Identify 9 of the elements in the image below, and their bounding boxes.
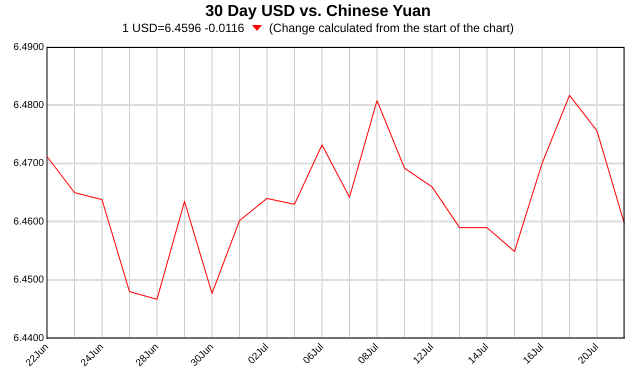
text: (Change calculated from the start of the chart) <box>269 21 514 35</box>
y-tick-label: 6.4900 <box>13 42 44 53</box>
y-tick-label: 6.4500 <box>13 274 44 286</box>
y-tick-label: 6.4700 <box>13 158 44 170</box>
chart-subtitle: 1 USD=6.4596 -0.0116 <box>122 21 244 35</box>
y-tick-label: 6.4600 <box>13 216 44 228</box>
y-tick-label: 6.4800 <box>13 100 44 111</box>
chart-title: 30 Day USD vs. Chinese Yuan <box>204 2 432 21</box>
y-tick-label: 6.4400 <box>13 333 44 344</box>
